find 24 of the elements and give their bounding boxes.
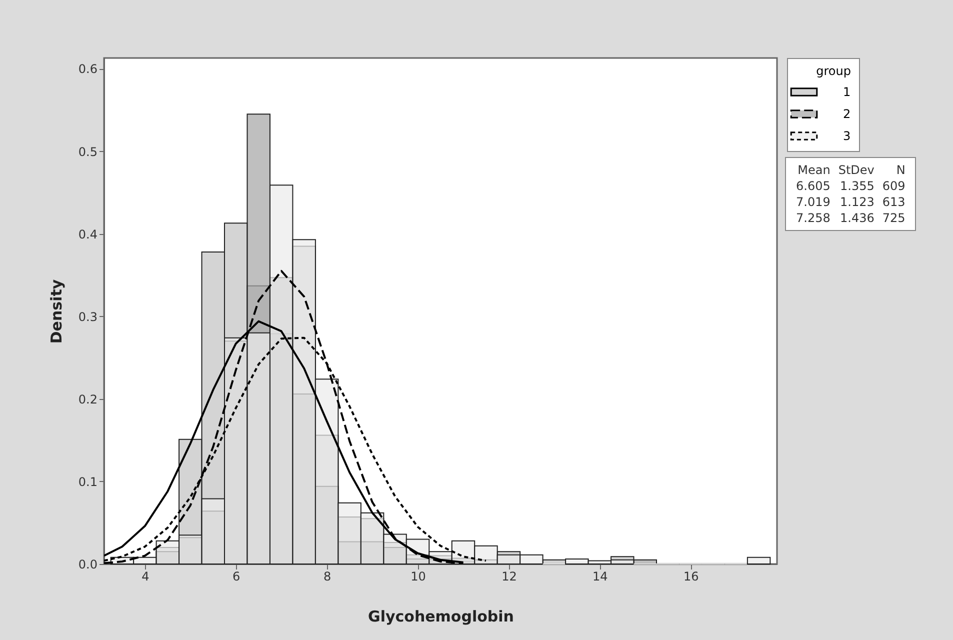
legend-label: 1 — [843, 85, 851, 99]
x-tick-label: 8 — [323, 570, 332, 584]
text: Mean StDev N — [798, 163, 906, 177]
legend-title: group — [816, 64, 851, 78]
x-axis-title: Glycohemoglobin — [368, 608, 514, 626]
y-tick-label: 0.0 — [78, 558, 98, 572]
x-tick-label: 14 — [592, 570, 608, 584]
text: 6.605 1.355 609 — [795, 178, 906, 194]
y-tick-label: 0.1 — [78, 474, 98, 489]
y-tick-label: 0.2 — [78, 392, 98, 406]
y-axis-title: Density — [48, 279, 66, 344]
text: 7.258 1.436 725 — [795, 210, 906, 226]
x-tick-label: 4 — [142, 570, 150, 584]
y-tick-label: 0.3 — [78, 310, 98, 324]
x-tick-label: 6 — [232, 570, 240, 584]
legend-label: 2 — [843, 107, 851, 121]
legend-label: 3 — [843, 129, 851, 143]
y-tick-label: 0.4 — [78, 227, 98, 242]
x-tick-label: 16 — [683, 570, 699, 584]
y-tick-label: 0.5 — [78, 144, 98, 159]
x-tick-label: 12 — [502, 570, 517, 584]
text: 7.019 1.123 613 — [795, 194, 906, 210]
y-tick-label: 0.6 — [78, 62, 98, 76]
x-tick-label: 10 — [410, 570, 426, 584]
